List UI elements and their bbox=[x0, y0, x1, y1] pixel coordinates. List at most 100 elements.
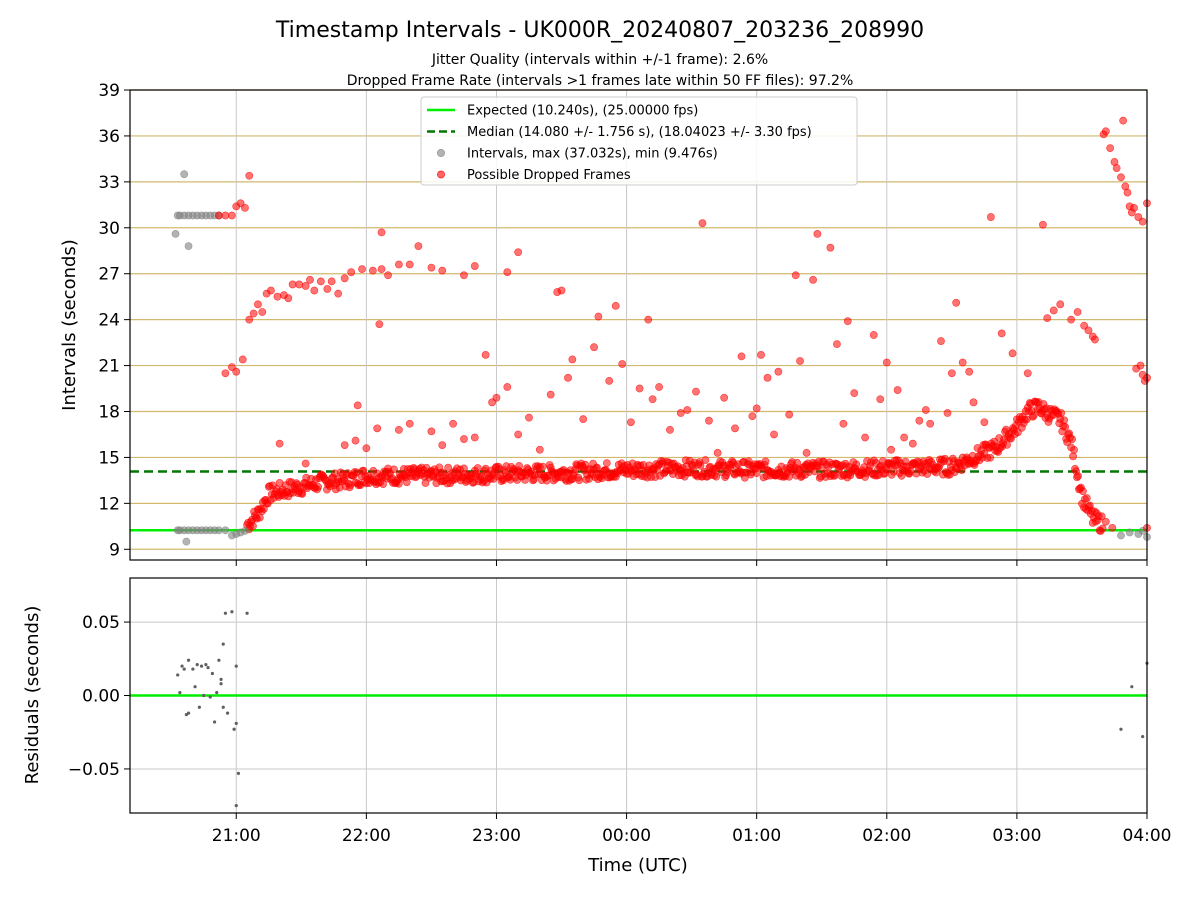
dropped-frame-point bbox=[761, 457, 770, 466]
dropped-frame-point bbox=[644, 315, 653, 324]
x-tick-label: 04:00 bbox=[1123, 826, 1172, 846]
dropped-frame-point bbox=[358, 265, 366, 274]
dropped-frame-point bbox=[731, 424, 739, 433]
dropped-frame-point bbox=[1023, 369, 1032, 378]
dropped-frame-point bbox=[221, 369, 230, 378]
dropped-frame-point bbox=[635, 384, 644, 393]
dropped-frame-point bbox=[525, 413, 533, 422]
dropped-frame-point bbox=[394, 425, 403, 434]
dropped-frame-point bbox=[310, 286, 319, 295]
dropped-frame-point bbox=[215, 211, 223, 220]
dropped-frame-point bbox=[1029, 411, 1038, 420]
residual-point bbox=[186, 658, 191, 662]
residual-point bbox=[212, 720, 217, 724]
x-tick-label: 22:00 bbox=[342, 826, 391, 846]
dropped-frame-point bbox=[869, 331, 878, 339]
dropped-frame-point bbox=[492, 393, 501, 402]
intervals-y-tick-label: 9 bbox=[109, 540, 120, 560]
residual-point bbox=[221, 642, 225, 646]
dropped-frame-point bbox=[605, 376, 614, 385]
dropped-frame-point bbox=[249, 522, 257, 530]
intervals-y-tick-label: 27 bbox=[98, 265, 120, 285]
intervals-panel: 9 12 15 18 21 24 27 30 33 36 39 bbox=[98, 81, 1151, 566]
dropped-frame-point bbox=[692, 387, 700, 396]
residual-point bbox=[230, 610, 234, 614]
residual-point bbox=[1119, 727, 1123, 731]
dropped-frame-point bbox=[1079, 487, 1087, 496]
intervals-y-tick-label: 24 bbox=[98, 311, 120, 331]
residual-point bbox=[208, 695, 212, 699]
dropped-frame-point bbox=[1130, 203, 1138, 212]
dropped-frame-point bbox=[696, 461, 705, 470]
dropped-frame-point bbox=[705, 416, 713, 425]
dropped-frame-point bbox=[618, 360, 627, 368]
dropped-frame-point bbox=[568, 355, 577, 364]
residual-point bbox=[225, 711, 230, 715]
interval-point bbox=[241, 527, 249, 535]
legend-expected-label: Expected (10.240s), (25.00000 fps) bbox=[467, 104, 698, 119]
interval-point bbox=[1117, 531, 1125, 540]
residual-point bbox=[223, 611, 228, 615]
legend-intervals-label: Intervals, max (37.032s), min (9.476s) bbox=[467, 147, 718, 162]
dropped-frame-point bbox=[1138, 217, 1147, 226]
dropped-frame-point bbox=[763, 373, 772, 382]
residual-point bbox=[1130, 685, 1134, 689]
residual-point bbox=[204, 663, 208, 667]
dropped-frame-point bbox=[676, 409, 685, 417]
dropped-frame-point bbox=[826, 243, 835, 252]
residual-point bbox=[219, 682, 223, 686]
dropped-frame-point bbox=[481, 350, 490, 359]
residual-point bbox=[202, 693, 206, 698]
residual-point bbox=[219, 677, 223, 681]
dropped-frame-point bbox=[752, 404, 761, 413]
dropped-frame-point bbox=[347, 268, 356, 277]
chart-subtitle-jitter: Jitter Quality (intervals within +/-1 fr… bbox=[431, 52, 768, 68]
dropped-frame-point bbox=[1067, 315, 1076, 324]
dropped-frame-point bbox=[245, 171, 254, 180]
dropped-frame-point bbox=[375, 320, 384, 329]
dropped-frame-point bbox=[1008, 349, 1017, 358]
dropped-frame-point bbox=[839, 419, 848, 428]
dropped-frame-point bbox=[1056, 300, 1065, 309]
dropped-frame-point bbox=[813, 230, 822, 238]
dropped-frame-point bbox=[774, 367, 783, 376]
dropped-frame-point bbox=[267, 286, 275, 295]
dropped-frame-point bbox=[1123, 188, 1132, 197]
residual-point bbox=[186, 711, 191, 715]
dropped-frame-point bbox=[514, 248, 523, 257]
dropped-frame-point bbox=[770, 430, 778, 439]
legend: Expected (10.240s), (25.00000 fps) Median… bbox=[420, 96, 858, 186]
dropped-frame-point bbox=[301, 282, 310, 290]
dropped-frame-point bbox=[306, 275, 314, 284]
interval-point bbox=[184, 242, 193, 251]
dropped-frame-point bbox=[793, 458, 801, 467]
dropped-frame-point bbox=[564, 373, 572, 382]
dropped-frame-point bbox=[438, 441, 447, 450]
dropped-frame-point bbox=[887, 445, 896, 454]
dropped-frame-point bbox=[449, 419, 457, 428]
dropped-frame-point bbox=[1043, 314, 1052, 323]
dropped-frame-point bbox=[427, 263, 436, 272]
dropped-frame-point bbox=[362, 444, 371, 453]
dropped-frame-point bbox=[1003, 440, 1011, 449]
dropped-frame-point bbox=[557, 286, 566, 295]
dropped-frame-point bbox=[503, 383, 512, 391]
dropped-frame-point bbox=[1049, 306, 1058, 315]
dropped-frame-point bbox=[1070, 445, 1078, 454]
dropped-frame-point bbox=[503, 268, 512, 277]
chart-title: Timestamp Intervals - UK000R_20240807_20… bbox=[275, 18, 924, 43]
dropped-frame-point bbox=[275, 439, 284, 448]
dropped-frame-point bbox=[594, 312, 603, 321]
dropped-frame-point bbox=[334, 289, 343, 298]
intervals-y-axis-label: Intervals (seconds) bbox=[59, 239, 80, 411]
dropped-frame-point bbox=[238, 355, 247, 364]
dropped-frame-point bbox=[460, 435, 468, 443]
dropped-frame-point bbox=[295, 280, 304, 289]
dropped-frame-point bbox=[997, 329, 1006, 338]
dropped-frame-point bbox=[958, 358, 967, 367]
dropped-frame-point bbox=[796, 357, 804, 365]
dropped-frame-point bbox=[921, 406, 930, 414]
dropped-frame-point bbox=[611, 301, 620, 310]
dropped-frame-point bbox=[316, 277, 325, 286]
dropped-frame-point bbox=[314, 482, 322, 491]
